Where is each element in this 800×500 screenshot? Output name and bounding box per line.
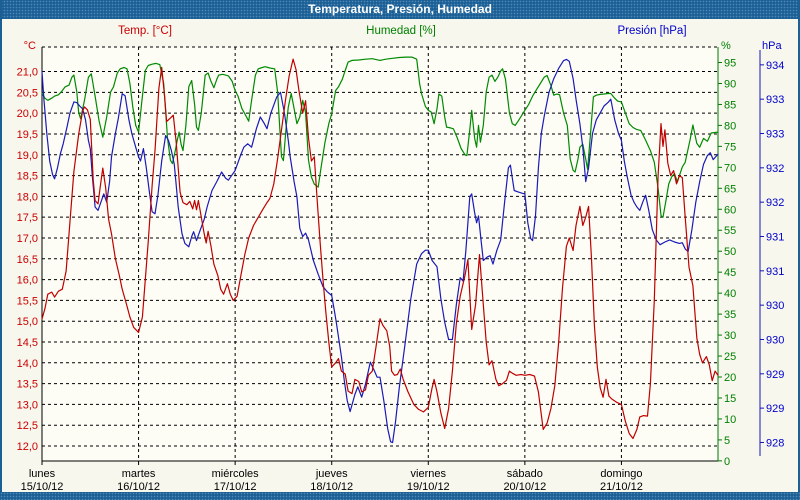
temp-tick-label: 15,5 bbox=[17, 295, 38, 307]
humidity-tick-label: 25 bbox=[724, 351, 736, 363]
pressure-tick-label: 930 bbox=[766, 334, 784, 346]
humidity-tick-label: 15 bbox=[724, 393, 736, 405]
pressure-tick-label: 932 bbox=[766, 197, 784, 209]
humidity-tick-label: 20 bbox=[724, 372, 736, 384]
pressure-tick-label: 929 bbox=[766, 403, 784, 415]
humidity-tick-label: 60 bbox=[724, 204, 736, 216]
humidity-tick-label: 30 bbox=[724, 330, 736, 342]
humidity-tick-label: 80 bbox=[724, 120, 736, 132]
humidity-tick-label: 95 bbox=[724, 58, 736, 70]
temp-tick-label: 12,0 bbox=[17, 441, 38, 453]
pressure-tick-label: 931 bbox=[766, 231, 784, 243]
left-frame-border bbox=[0, 0, 2, 500]
day-name-label: sábado bbox=[507, 468, 543, 480]
temp-tick-label: 20,5 bbox=[17, 87, 38, 99]
temp-tick-label: 18,0 bbox=[17, 191, 38, 203]
day-date-label: 15/10/12 bbox=[21, 481, 64, 492]
temp-tick-label: 12,5 bbox=[17, 420, 38, 432]
pressure-tick-label: 932 bbox=[766, 163, 784, 175]
humidity-tick-label: 90 bbox=[724, 78, 736, 90]
footer-bar bbox=[0, 492, 800, 500]
humidity-tick-label: 70 bbox=[724, 162, 736, 174]
day-date-label: 19/10/12 bbox=[407, 481, 450, 492]
humidity-tick-label: 75 bbox=[724, 141, 736, 153]
humidity-series-line bbox=[41, 56, 719, 218]
humidity-tick-label: 45 bbox=[724, 267, 736, 279]
temp-tick-label: 15,0 bbox=[17, 316, 38, 328]
day-name-label: martes bbox=[122, 468, 156, 480]
temp-tick-label: 20,0 bbox=[17, 108, 38, 120]
pressure-series-line bbox=[41, 58, 719, 444]
window-title: Temperatura, Presión, Humedad bbox=[308, 2, 492, 16]
temp-unit-label: °C bbox=[24, 40, 36, 52]
pressure-unit-label: hPa bbox=[762, 40, 782, 52]
pressure-tick-label: 928 bbox=[766, 437, 784, 449]
day-name-label: jueves bbox=[315, 468, 348, 480]
day-date-label: 21/10/12 bbox=[600, 481, 643, 492]
title-bar: Temperatura, Presión, Humedad bbox=[0, 0, 800, 19]
temp-tick-label: 18,5 bbox=[17, 171, 38, 183]
humidity-tick-label: 85 bbox=[724, 99, 736, 111]
day-name-label: lunes bbox=[29, 468, 56, 480]
humidity-tick-label: 10 bbox=[724, 414, 736, 426]
day-date-label: 17/10/12 bbox=[214, 481, 257, 492]
humidity-tick-label: 40 bbox=[724, 288, 736, 300]
temp-series-line bbox=[41, 58, 719, 440]
temp-tick-label: 19,5 bbox=[17, 129, 38, 141]
day-date-label: 16/10/12 bbox=[117, 481, 160, 492]
plot-area bbox=[42, 47, 718, 461]
legend-humidity-label: Humedad [%] bbox=[366, 25, 436, 37]
pressure-tick-label: 933 bbox=[766, 129, 784, 141]
temp-tick-label: 19,0 bbox=[17, 150, 38, 162]
temp-tick-label: 14,0 bbox=[17, 358, 38, 370]
temp-tick-label: 16,0 bbox=[17, 275, 38, 287]
humidity-tick-label: 35 bbox=[724, 309, 736, 321]
pressure-tick-label: 931 bbox=[766, 266, 784, 278]
temp-tick-label: 21,0 bbox=[17, 67, 38, 79]
humidity-tick-label: 55 bbox=[724, 225, 736, 237]
humidity-tick-label: 0 bbox=[724, 456, 730, 468]
temp-tick-label: 14,5 bbox=[17, 337, 38, 349]
temp-tick-label: 17,0 bbox=[17, 233, 38, 245]
temp-tick-label: 16,5 bbox=[17, 254, 38, 266]
day-name-label: viernes bbox=[411, 468, 447, 480]
pressure-tick-label: 934 bbox=[766, 60, 784, 72]
day-name-label: miércoles bbox=[212, 468, 260, 480]
humidity-tick-label: 65 bbox=[724, 183, 736, 195]
pressure-tick-label: 930 bbox=[766, 300, 784, 312]
temp-tick-label: 13,5 bbox=[17, 379, 38, 391]
humidity-tick-label: 5 bbox=[724, 435, 730, 447]
day-name-label: domingo bbox=[600, 468, 642, 480]
humidity-tick-label: 50 bbox=[724, 246, 736, 258]
day-date-label: 20/10/12 bbox=[503, 481, 546, 492]
legend-temp-label: Temp. [°C] bbox=[118, 25, 172, 37]
chart-canvas: 21,0 20,5 20,0 19,5 19,0 18,5 18,0 17,5 17,0 16,5… bbox=[17, 40, 785, 492]
temp-tick-label: 17,5 bbox=[17, 212, 38, 224]
humidity-unit-label: % bbox=[721, 40, 731, 52]
pressure-tick-label: 933 bbox=[766, 94, 784, 106]
legend-pressure-label: Presión [hPa] bbox=[617, 25, 687, 37]
day-date-label: 18/10/12 bbox=[310, 481, 353, 492]
temp-tick-label: 13,0 bbox=[17, 399, 38, 411]
pressure-tick-label: 929 bbox=[766, 369, 784, 381]
right-frame-border bbox=[798, 0, 800, 500]
